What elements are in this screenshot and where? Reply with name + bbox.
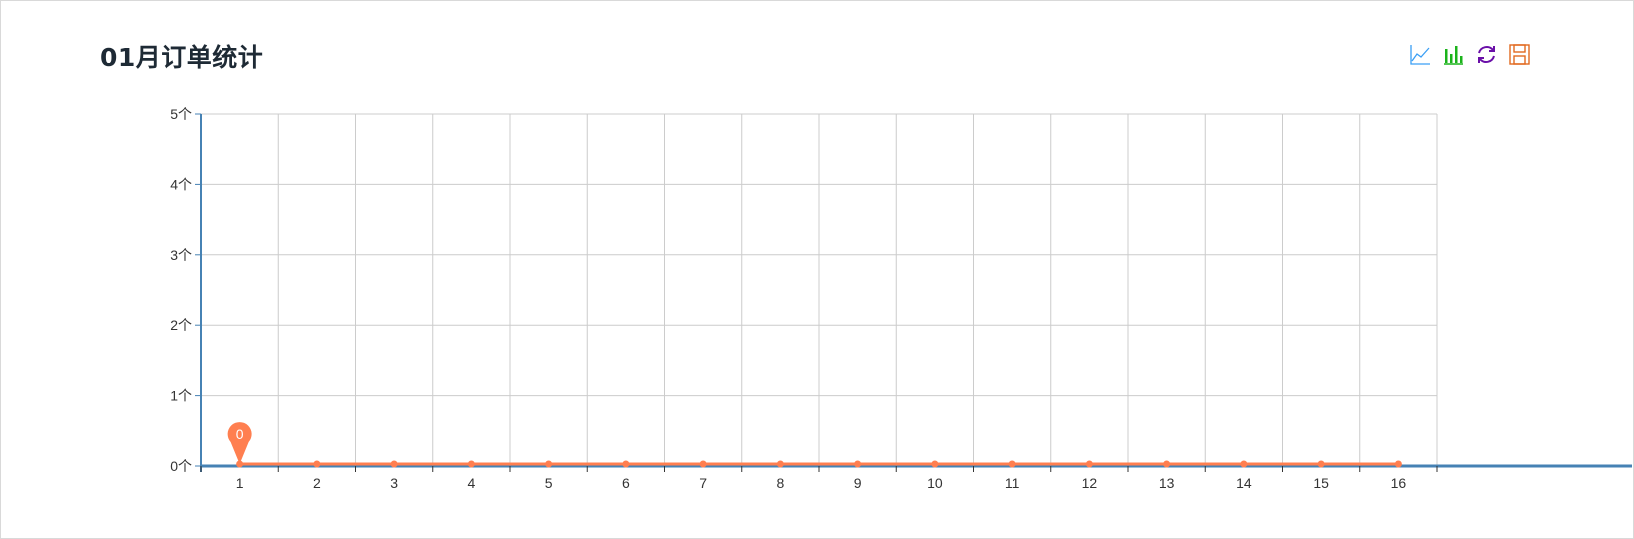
y-tick-label: 2个 [170,317,192,333]
y-tick-label: 0个 [170,458,192,474]
x-tick-label: 8 [776,475,784,491]
x-tick-label: 5 [545,475,553,491]
annotation-pin [227,422,252,464]
x-tick-label: 1 [236,475,244,491]
data-point [1394,460,1402,468]
data-point [1317,460,1325,468]
data-point [854,460,862,468]
x-tick-label: 9 [854,475,862,491]
y-tick-label: 3个 [170,247,192,263]
data-point [390,460,398,468]
data-point [545,460,553,468]
refresh-icon [1478,46,1495,63]
data-point [699,460,707,468]
page-title: 01月订单统计 [100,43,264,72]
chart-toolbox [1408,42,1532,67]
x-tick-label: 16 [1391,475,1407,491]
x-tick-label: 6 [622,475,630,491]
data-point [1008,460,1016,468]
x-tick-label: 2 [313,475,321,491]
data-point [467,460,475,468]
x-tick-label: 3 [390,475,398,491]
data-point [1085,460,1093,468]
x-tick-label: 7 [699,475,707,491]
data-point [1163,460,1171,468]
x-tick-label: 13 [1159,475,1175,491]
y-tick-label: 5个 [170,106,192,122]
save-icon [1509,44,1530,65]
refresh-button[interactable] [1474,42,1499,67]
x-tick-label: 11 [1005,475,1020,491]
line-chart-button[interactable] [1408,42,1433,67]
data-point [1240,460,1248,468]
y-tick-label: 1个 [170,388,192,404]
data-point [931,460,939,468]
x-tick-label: 14 [1236,475,1252,491]
data-point [776,460,784,468]
line-chart-icon [1410,45,1430,65]
x-tick-label: 10 [927,475,943,491]
data-point [622,460,630,468]
save-button[interactable] [1507,42,1532,67]
bar-chart-button[interactable] [1441,42,1466,67]
annotation-label: 0 [236,426,244,442]
x-tick-label: 15 [1313,475,1329,491]
bar-chart-icon [1444,46,1463,65]
x-tick-label: 12 [1082,475,1098,491]
x-tick-label: 4 [467,475,475,491]
y-tick-label: 4个 [170,176,192,192]
data-point [313,460,321,468]
